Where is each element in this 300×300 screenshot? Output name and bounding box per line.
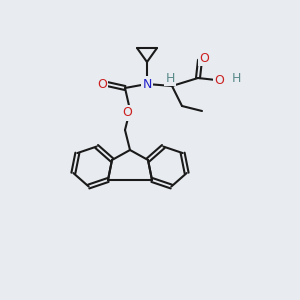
- Text: H: H: [231, 71, 241, 85]
- Text: N: N: [142, 77, 152, 91]
- Text: H: H: [165, 71, 175, 85]
- Text: O: O: [199, 52, 209, 64]
- Text: O: O: [122, 106, 132, 119]
- Text: O: O: [214, 74, 224, 86]
- Text: O: O: [97, 77, 107, 91]
